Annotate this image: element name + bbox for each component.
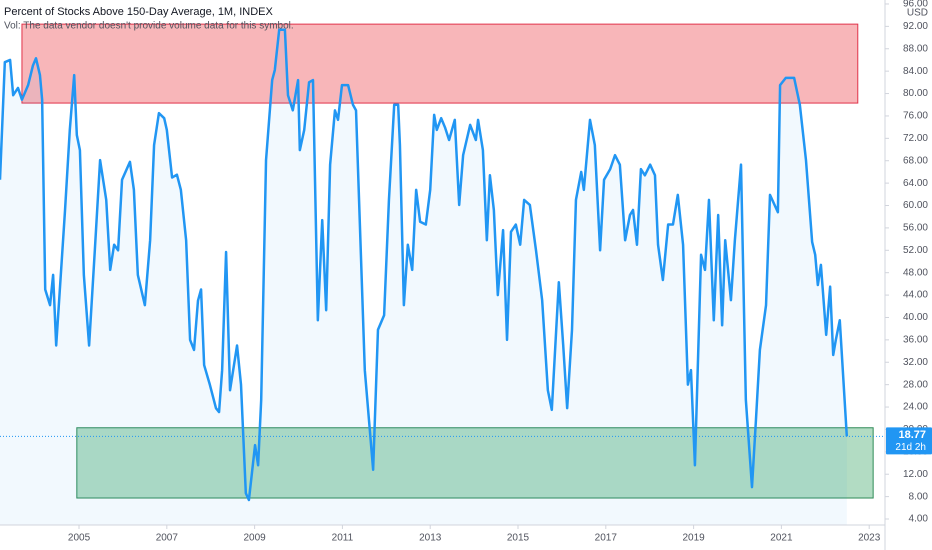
zone bbox=[21, 23, 859, 104]
y-tick-label: 12.00 bbox=[903, 469, 928, 480]
y-tick-label: 60.00 bbox=[903, 200, 928, 211]
y-tick-label: 52.00 bbox=[903, 245, 928, 256]
y-tick-label: 56.00 bbox=[903, 223, 928, 234]
y-tick-label: 32.00 bbox=[903, 357, 928, 368]
x-tick-label: 2005 bbox=[68, 533, 91, 544]
y-tick-label: 8.00 bbox=[909, 491, 929, 502]
area-fill bbox=[0, 29, 847, 525]
x-tick-label: 2021 bbox=[770, 533, 793, 544]
y-tick-label: 36.00 bbox=[903, 335, 928, 346]
y-tick-label: 40.00 bbox=[903, 312, 928, 323]
x-tick-label: 2023 bbox=[858, 533, 881, 544]
x-tick-label: 2017 bbox=[595, 533, 618, 544]
y-tick-label: 88.00 bbox=[903, 43, 928, 54]
y-tick-label: 48.00 bbox=[903, 267, 928, 278]
axis-unit: USD bbox=[907, 8, 928, 19]
x-tick-label: 2011 bbox=[332, 533, 354, 544]
y-tick-label: 44.00 bbox=[903, 290, 928, 301]
x-tick-label: 2007 bbox=[156, 533, 179, 544]
last-value-badge bbox=[886, 427, 932, 455]
y-tick-label: 72.00 bbox=[903, 133, 928, 144]
y-tick-label: 4.00 bbox=[909, 514, 929, 525]
zone bbox=[76, 427, 874, 499]
plot-area bbox=[0, 23, 874, 525]
x-tick-label: 2009 bbox=[243, 533, 266, 544]
y-tick-label: 64.00 bbox=[903, 178, 928, 189]
y-tick-label: 92.00 bbox=[903, 21, 928, 32]
x-tick-label: 2015 bbox=[507, 533, 530, 544]
y-tick-label: 80.00 bbox=[903, 88, 928, 99]
y-tick-label: 84.00 bbox=[903, 66, 928, 77]
line bbox=[0, 28, 849, 502]
chart-title: Percent of Stocks Above 150-Day Average,… bbox=[4, 6, 273, 18]
y-tick-label: 96.00 bbox=[903, 0, 928, 10]
y-tick-label: 68.00 bbox=[903, 155, 928, 166]
y-tick-label: 24.00 bbox=[903, 402, 928, 413]
y-tick-label: 76.00 bbox=[903, 111, 928, 122]
x-tick-label: 2013 bbox=[419, 533, 442, 544]
volume-note: Vol: The data vendor doesn't provide vol… bbox=[4, 21, 294, 32]
y-tick-label: 28.00 bbox=[903, 379, 928, 390]
countdown-label: 21d 2h bbox=[895, 442, 926, 453]
x-tick-label: 2019 bbox=[682, 533, 705, 544]
last-value-label: 18.77 bbox=[898, 429, 926, 441]
